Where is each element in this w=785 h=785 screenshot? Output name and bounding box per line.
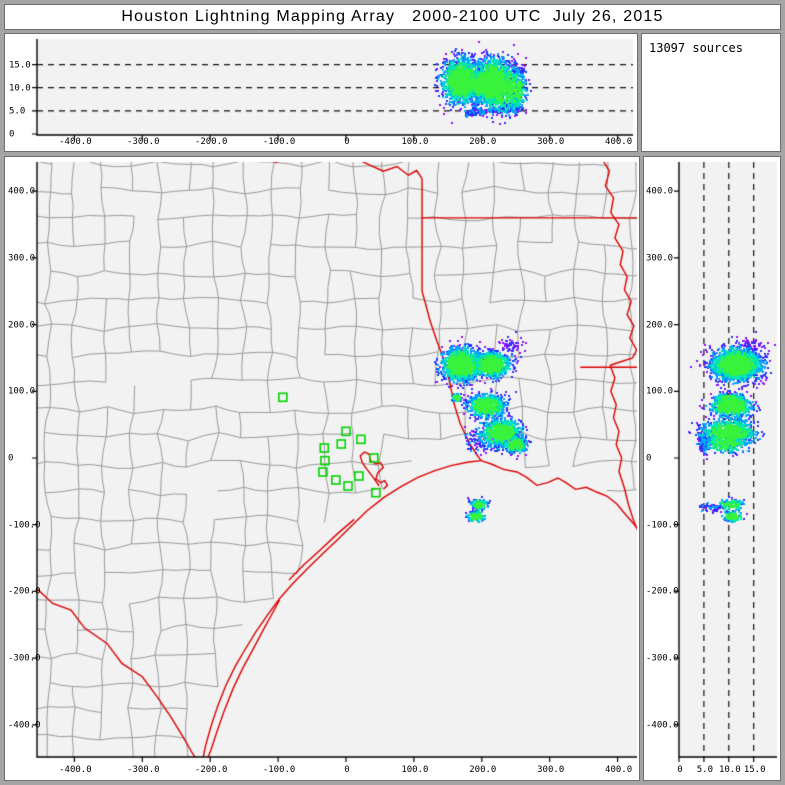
window-title: Houston Lightning Mapping Array 2000-210… bbox=[121, 8, 664, 25]
tick-label: -300.0 bbox=[646, 653, 679, 664]
tick-label: 5.0 bbox=[9, 106, 26, 117]
altitude-northsouth-canvas bbox=[644, 157, 780, 780]
tick-label: 0 bbox=[344, 137, 350, 147]
plan-view-map-canvas bbox=[5, 157, 639, 780]
tick-label: 15.0 bbox=[9, 60, 31, 71]
tick-label: -200.0 bbox=[194, 765, 228, 775]
tick-label: -400.0 bbox=[646, 720, 679, 731]
tick-label: 0 bbox=[646, 453, 652, 464]
tick-label: 0 bbox=[677, 765, 683, 775]
tick-label: 400.0 bbox=[605, 137, 633, 147]
tick-label: 10.0 bbox=[9, 83, 31, 94]
tick-label: -200.0 bbox=[646, 586, 679, 597]
tick-label: 400.0 bbox=[646, 186, 674, 197]
tick-label: 300.0 bbox=[537, 765, 565, 775]
tick-label: 200.0 bbox=[469, 765, 497, 775]
altitude-eastwest-canvas bbox=[5, 34, 637, 151]
tick-label: -200.0 bbox=[8, 586, 41, 597]
tick-label: -400.0 bbox=[59, 137, 92, 147]
tick-label: 100.0 bbox=[401, 765, 429, 775]
tick-label: -400.0 bbox=[8, 720, 41, 731]
tick-label: 5.0 bbox=[696, 765, 714, 775]
tick-label: -100.0 bbox=[646, 520, 679, 531]
title-bar: Houston Lightning Mapping Array 2000-210… bbox=[4, 4, 781, 30]
plan-view-map-panel: -400.0 -300.0 -200.0 -100.0 0 100.0 200.0 300.0… bbox=[4, 156, 640, 781]
tick-label: 100.0 bbox=[646, 386, 674, 397]
source-count-panel: 13097 sources bbox=[641, 33, 781, 152]
tick-label: 300.0 bbox=[8, 253, 36, 264]
tick-label: -300.0 bbox=[127, 765, 160, 775]
tick-label: 0 bbox=[8, 453, 14, 464]
tick-label: 0 bbox=[344, 765, 350, 775]
tick-label: -100.0 bbox=[8, 520, 41, 531]
tick-label: -400.0 bbox=[59, 765, 92, 775]
tick-label: 0 bbox=[9, 129, 15, 140]
tick-label: 300.0 bbox=[646, 253, 674, 264]
tick-label: 200.0 bbox=[469, 137, 497, 147]
source-count-label: 13097 sources bbox=[649, 41, 743, 55]
tick-label: 300.0 bbox=[537, 137, 565, 147]
tick-label: 400.0 bbox=[8, 186, 36, 197]
tick-label: 10.0 bbox=[718, 765, 741, 775]
tick-label: -200.0 bbox=[194, 137, 228, 147]
tick-label: 100.0 bbox=[401, 137, 429, 147]
altitude-vs-northsouth-panel: 0 5.0 10.0 15.0 400.0 300.0 200.0 100.0 0 -100.0 -… bbox=[643, 156, 781, 781]
tick-label: -300.0 bbox=[127, 137, 160, 147]
tick-label: 200.0 bbox=[646, 320, 674, 331]
altitude-vs-eastwest-panel: -400.0 -300.0 -200.0 -100.0 0 100.0 200.0 300.0… bbox=[4, 33, 638, 152]
tick-label: -300.0 bbox=[8, 653, 41, 664]
tick-label: 200.0 bbox=[8, 320, 36, 331]
tick-label: 100.0 bbox=[8, 386, 36, 397]
tick-label: 400.0 bbox=[605, 765, 633, 775]
tick-label: 15.0 bbox=[743, 765, 766, 775]
tick-label: -100.0 bbox=[262, 137, 296, 147]
tick-label: -100.0 bbox=[262, 765, 296, 775]
